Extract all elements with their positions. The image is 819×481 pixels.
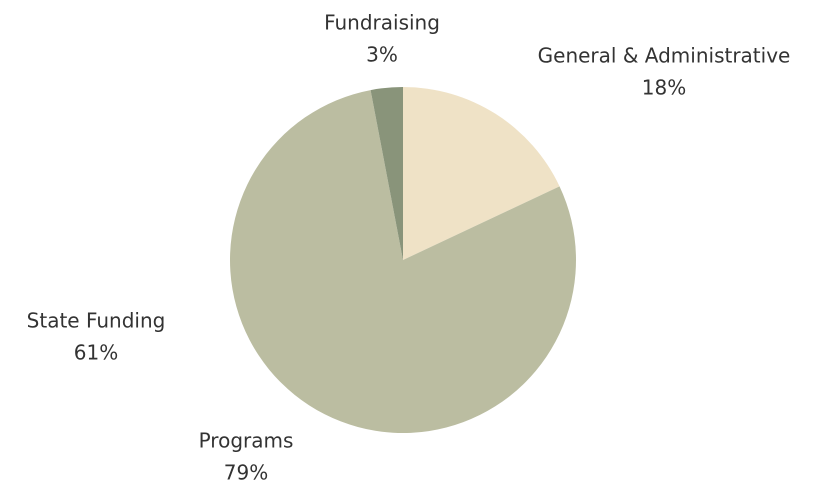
annotation-text: State Funding — [27, 309, 166, 333]
slice-label: Programs — [199, 429, 294, 453]
value-label: 3% — [366, 43, 398, 67]
slice-label: General & Administrative — [538, 44, 791, 68]
pie-slice — [403, 87, 560, 260]
pie-slice — [370, 87, 403, 260]
annotation-label: 61% — [74, 341, 118, 365]
pie-slice — [229, 90, 576, 433]
value-label: 79% — [224, 461, 268, 481]
value-label: 18% — [642, 76, 686, 100]
slice-label: Fundraising — [324, 11, 440, 35]
